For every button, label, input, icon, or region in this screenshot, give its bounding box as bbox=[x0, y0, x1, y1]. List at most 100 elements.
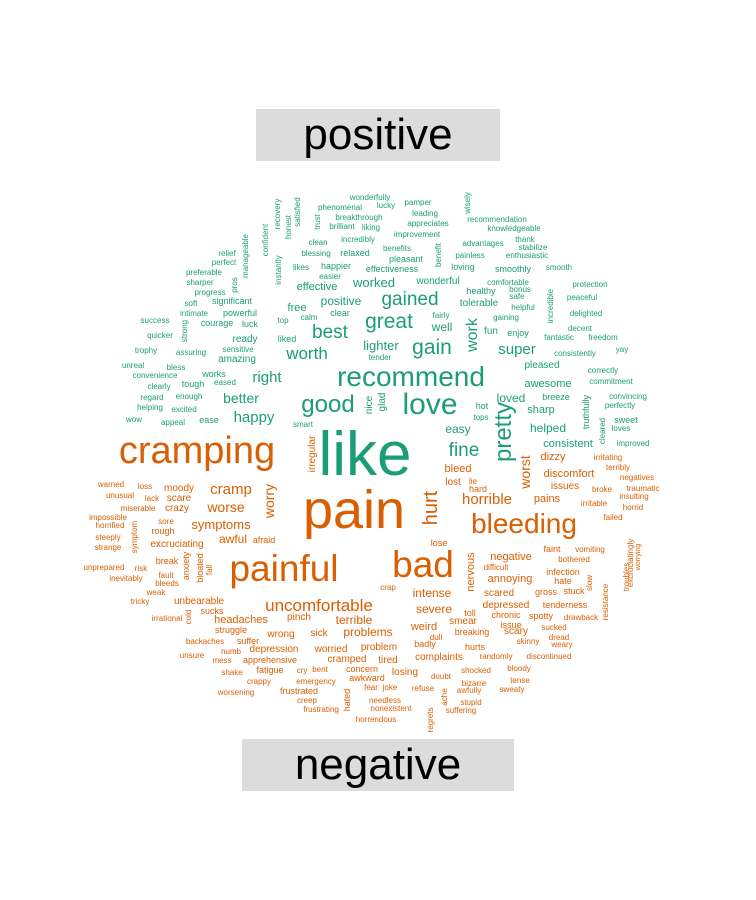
word-negative: unsure bbox=[180, 651, 205, 660]
word-negative: symptom bbox=[130, 520, 139, 553]
word-positive: pleased bbox=[524, 360, 559, 371]
word-negative: pains bbox=[534, 493, 561, 505]
word-negative: losing bbox=[392, 667, 418, 678]
word-positive: happy bbox=[234, 409, 275, 426]
word-negative: tenderness bbox=[543, 600, 588, 610]
word-negative: horrendous bbox=[356, 715, 396, 724]
word-negative: horrified bbox=[96, 521, 125, 530]
word-positive: satisfied bbox=[293, 197, 302, 226]
word-negative: nonexistent bbox=[371, 704, 413, 713]
word-negative: annoying bbox=[488, 573, 533, 585]
word-negative: insulting bbox=[619, 492, 648, 501]
word-negative: awful bbox=[219, 532, 247, 546]
word-positive: smooth bbox=[546, 263, 572, 272]
word-negative: irregular bbox=[307, 435, 318, 472]
word-positive: sharp bbox=[527, 404, 555, 416]
word-negative: ache bbox=[440, 688, 449, 706]
word-positive: delighted bbox=[570, 309, 602, 318]
word-negative: sucked bbox=[541, 623, 566, 632]
word-negative: gross bbox=[535, 587, 558, 597]
word-negative: regrets bbox=[426, 708, 435, 733]
word-negative: slow bbox=[585, 575, 594, 591]
word-positive: protection bbox=[572, 280, 607, 289]
word-negative: fall bbox=[205, 565, 214, 575]
word-negative: weak bbox=[146, 588, 167, 597]
word-negative: worried bbox=[314, 644, 348, 655]
word-negative: dread bbox=[549, 633, 569, 642]
word-positive: correctly bbox=[588, 366, 618, 375]
word-positive: easy bbox=[445, 422, 470, 436]
word-positive: relief bbox=[218, 249, 236, 258]
word-positive: enjoy bbox=[507, 328, 529, 338]
word-negative: depression bbox=[250, 644, 299, 655]
word-positive: preferable bbox=[186, 268, 223, 277]
word-positive: assuring bbox=[176, 348, 206, 357]
word-negative: complaints bbox=[415, 652, 463, 663]
word-positive: pamper bbox=[404, 198, 431, 207]
word-positive: leading bbox=[412, 209, 438, 218]
word-positive: incredible bbox=[546, 288, 555, 323]
word-negative: frustrated bbox=[280, 686, 318, 696]
word-negative: uncomfortable bbox=[265, 596, 373, 615]
word-negative: hurt bbox=[420, 490, 442, 525]
word-positive: better bbox=[223, 390, 259, 406]
word-negative: bleeding bbox=[471, 508, 577, 539]
word-positive: regard bbox=[140, 393, 163, 402]
word-positive: tops bbox=[473, 413, 488, 422]
word-positive: unreal bbox=[122, 361, 144, 370]
word-positive: intimate bbox=[180, 309, 209, 318]
word-positive: consistent bbox=[543, 438, 593, 450]
word-negative: problem bbox=[361, 642, 397, 653]
word-positive: decent bbox=[568, 324, 593, 333]
word-positive: enough bbox=[176, 392, 203, 401]
word-negative: troubles bbox=[622, 563, 631, 591]
word-negative: worse bbox=[206, 499, 245, 515]
word-negative: doubt bbox=[431, 672, 452, 681]
word-negative: scare bbox=[167, 493, 192, 504]
word-negative: needless bbox=[369, 696, 401, 705]
word-negative: mess bbox=[212, 656, 231, 665]
word-positive: fun bbox=[484, 326, 498, 337]
word-negative: numb bbox=[221, 647, 242, 656]
word-positive: clear bbox=[330, 308, 350, 318]
word-negative: scared bbox=[484, 588, 514, 599]
word-negative: stupid bbox=[460, 698, 481, 707]
word-negative: chronic bbox=[491, 610, 521, 620]
word-positive: hot bbox=[476, 401, 489, 411]
word-positive: wow bbox=[125, 415, 142, 424]
word-positive: easier bbox=[319, 272, 341, 281]
word-negative: cramp bbox=[210, 481, 252, 498]
word-negative: issues bbox=[551, 481, 579, 492]
word-positive: bonus bbox=[509, 285, 531, 294]
word-positive: calm bbox=[301, 313, 318, 322]
word-negative: pinch bbox=[287, 612, 311, 623]
word-positive: consistently bbox=[554, 349, 596, 358]
word-positive: works bbox=[201, 369, 226, 379]
word-negative: inevitably bbox=[109, 574, 142, 583]
word-positive: eased bbox=[214, 378, 236, 387]
word-positive: truthfully bbox=[581, 394, 591, 429]
word-positive: comfortable bbox=[487, 278, 529, 287]
word-positive: wisely bbox=[463, 192, 472, 215]
word-negative: unprepared bbox=[84, 563, 125, 572]
word-positive: tough bbox=[182, 379, 205, 389]
word-positive: soft bbox=[185, 299, 199, 308]
word-negative: concern bbox=[346, 664, 378, 674]
word-negative: toll bbox=[464, 608, 476, 618]
word-positive: gained bbox=[381, 289, 438, 310]
word-positive: glad bbox=[377, 393, 388, 412]
word-positive: lighter bbox=[363, 338, 399, 353]
word-positive: significant bbox=[212, 296, 253, 306]
word-positive: effective bbox=[297, 281, 338, 293]
word-positive: appeal bbox=[161, 418, 185, 427]
word-positive: loves bbox=[612, 424, 631, 433]
word-negative: crappy bbox=[247, 677, 271, 686]
word-negative: symptoms bbox=[191, 517, 251, 532]
word-negative: bloody bbox=[507, 664, 531, 673]
word-negative: bad bbox=[392, 544, 454, 585]
word-negative: joke bbox=[382, 683, 398, 692]
word-negative: scary bbox=[504, 626, 528, 637]
word-positive: sensitive bbox=[222, 345, 254, 354]
word-negative: crap bbox=[380, 583, 396, 592]
